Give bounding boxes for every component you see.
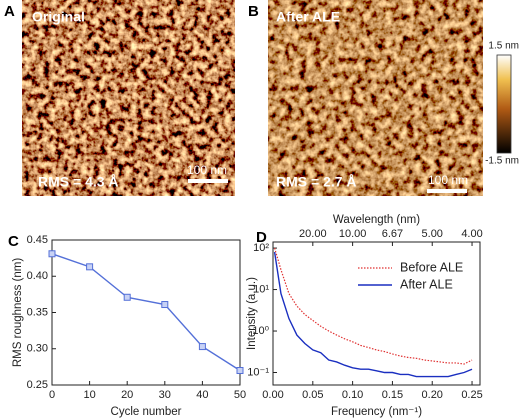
colorbar bbox=[496, 54, 512, 154]
x-tick-label: 0.15 bbox=[382, 389, 403, 401]
x-tick-label: 30 bbox=[159, 389, 171, 401]
legend-label: Before ALE bbox=[400, 260, 463, 274]
panel-label: B bbox=[248, 3, 259, 20]
x2-tick-label: 4.00 bbox=[461, 228, 482, 240]
y-tick-label: 0.30 bbox=[27, 343, 48, 355]
x2-axis-title: Wavelength (nm) bbox=[333, 214, 420, 226]
rms-label: RMS = 4.3 Å bbox=[38, 174, 119, 190]
image-title: After ALE bbox=[276, 9, 340, 25]
rms-label: RMS = 2.7 Å bbox=[276, 174, 357, 190]
x-tick-label: 20 bbox=[121, 389, 133, 401]
data-point bbox=[48, 250, 56, 258]
panel-label: C bbox=[8, 233, 19, 250]
plot-frame bbox=[51, 239, 241, 386]
y-tick-label: 0.35 bbox=[27, 306, 48, 318]
data-line bbox=[274, 247, 473, 365]
y-tick-label: 0.25 bbox=[27, 379, 48, 391]
data-point bbox=[198, 343, 206, 351]
legend-label: After ALE bbox=[400, 277, 453, 291]
y-tick-label: 10⁻¹ bbox=[247, 366, 269, 378]
data-line bbox=[273, 251, 473, 378]
y-axis-title: Intensity (a.u.) bbox=[246, 277, 258, 350]
x-tick-label: 40 bbox=[196, 389, 208, 401]
data-point bbox=[236, 367, 244, 374]
x-axis-title: Frequency (nm⁻¹) bbox=[331, 406, 422, 418]
x2-tick-label: 5.00 bbox=[422, 228, 443, 240]
afm-image bbox=[268, 0, 483, 196]
x2-tick-label: 20.00 bbox=[299, 228, 327, 240]
colorbar-min: -1.5 nm bbox=[485, 156, 519, 167]
y-tick-label: 10² bbox=[253, 242, 269, 254]
x-tick-label: 0.10 bbox=[342, 389, 363, 401]
afm-image bbox=[22, 0, 235, 196]
x-axis-title: Cycle number bbox=[111, 406, 182, 418]
scale-bar-label: 100 nm bbox=[428, 173, 468, 187]
plot-frame bbox=[272, 241, 481, 386]
x2-tick-label: 10.00 bbox=[339, 228, 367, 240]
data-line bbox=[51, 253, 241, 372]
panel-label: A bbox=[4, 3, 15, 20]
scale-bar bbox=[188, 179, 228, 183]
image-title: Original bbox=[32, 9, 85, 25]
panel-label: D bbox=[256, 229, 267, 246]
x-tick-label: 0.25 bbox=[461, 389, 482, 401]
x-tick-label: 10 bbox=[83, 389, 95, 401]
scale-bar-label: 100 nm bbox=[187, 163, 227, 177]
y-tick-label: 10¹ bbox=[253, 283, 269, 295]
x-tick-label: 0.00 bbox=[262, 389, 283, 401]
y-axis-title: RMS roughness (nm) bbox=[12, 258, 24, 367]
x-tick-label: 0 bbox=[49, 389, 55, 401]
y-tick-label: 0.40 bbox=[27, 270, 48, 282]
data-point bbox=[123, 293, 131, 301]
scale-bar bbox=[427, 189, 467, 193]
colorbar-max: 1.5 nm bbox=[488, 41, 519, 52]
data-point bbox=[86, 263, 94, 271]
data-point bbox=[161, 301, 169, 309]
x2-tick-label: 6.67 bbox=[382, 228, 403, 240]
y-tick-label: 0.45 bbox=[27, 234, 48, 246]
x-tick-label: 50 bbox=[234, 389, 246, 401]
x-tick-label: 0.05 bbox=[302, 389, 323, 401]
x-tick-label: 0.20 bbox=[422, 389, 443, 401]
y-tick-label: 10⁰ bbox=[252, 325, 269, 337]
